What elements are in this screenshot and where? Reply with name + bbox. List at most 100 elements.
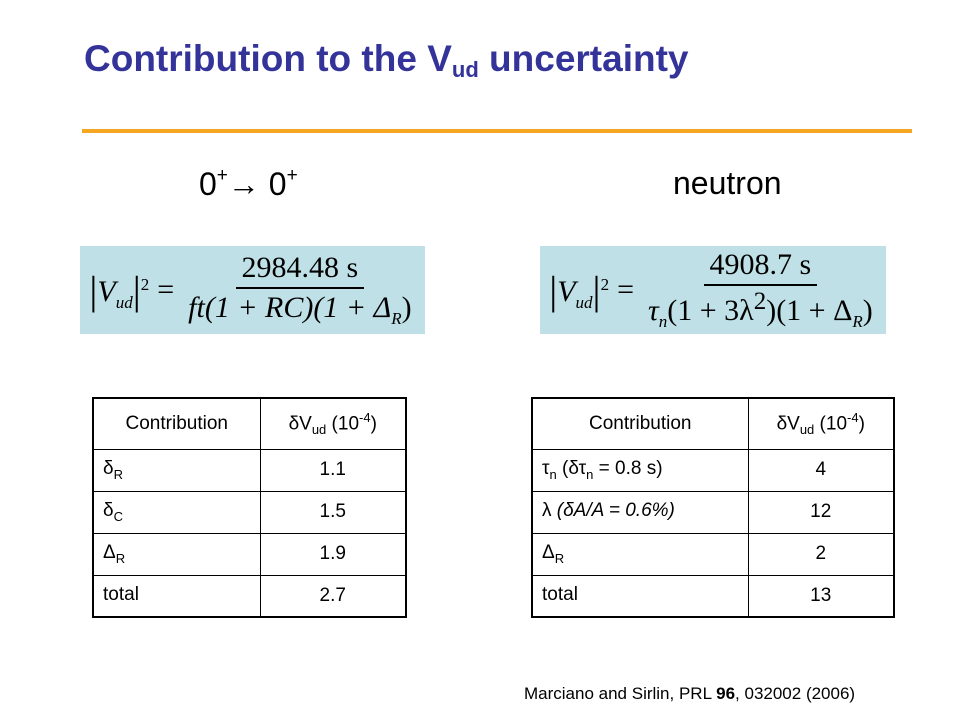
formula-part: (1 + 3λ: [667, 294, 754, 327]
value-cell: 1.5: [259, 490, 407, 534]
table-row: τn (δτn = 0.8 s) 4: [531, 448, 895, 492]
formula-exponent: 2: [753, 288, 767, 315]
formula-paren: ): [862, 294, 873, 327]
heading-superallowed: 0+→ 0+: [199, 165, 298, 203]
table-row: ΔR 1.9: [92, 532, 407, 576]
citation-volume: 96: [716, 684, 736, 703]
header-contribution: Contribution: [531, 397, 749, 450]
header-part: δV: [288, 413, 312, 435]
value-cell: 12: [747, 490, 895, 534]
header-sup: -4: [847, 410, 859, 426]
citation: Marciano and Sirlin, PRL 96, 032002 (200…: [524, 684, 855, 704]
contribution-cell: δC: [92, 490, 261, 534]
formula-equals: =: [617, 273, 634, 306]
formula-symbol: τ: [647, 294, 659, 327]
cell-text: total: [542, 583, 578, 605]
formula-fraction: 4908.7 s τn(1 + 3λ2)(1 + ΔR): [644, 248, 877, 332]
citation-text: , 032002 (2006): [735, 684, 856, 703]
formula-denominator: τn(1 + 3λ2)(1 + ΔR): [644, 286, 877, 332]
value-cell: 2: [747, 532, 895, 576]
formula-subscript: ud: [575, 292, 593, 312]
formula-numerator: 2984.48 s: [235, 251, 365, 289]
header-contribution: Contribution: [92, 397, 261, 450]
title-text: Contribution to the V: [84, 38, 452, 79]
heading-part: 0: [259, 166, 287, 202]
formula-symbol: V: [557, 274, 576, 308]
cell-text: (δA/A = 0.6%): [551, 500, 675, 522]
table-row: λ (δA/A = 0.6%) 12: [531, 490, 895, 534]
value-cell: 1.1: [259, 448, 407, 492]
header-part: ): [858, 413, 865, 435]
cell-symbol: λ: [542, 500, 552, 522]
formula-subscript: n: [658, 312, 668, 331]
arrow-symbol: →: [227, 166, 260, 202]
value-cell: 2.7: [259, 574, 407, 618]
table-row: δR 1.1: [92, 448, 407, 492]
title-divider: [82, 129, 912, 133]
table-row: ΔR 2: [531, 532, 895, 576]
header-sub: ud: [311, 422, 327, 438]
abs-bar: |: [89, 267, 98, 313]
cell-symbol: δ: [103, 500, 114, 522]
slide-title: Contribution to the Vud uncertainty: [84, 38, 688, 83]
formula-exponent: 2: [600, 274, 610, 294]
cell-sub: n: [549, 466, 557, 482]
cell-sub: R: [554, 550, 565, 566]
table-header-row: Contribution δVud (10-4): [92, 397, 407, 450]
formula-numerator: 4908.7 s: [703, 248, 818, 286]
formula-subscript: R: [852, 312, 863, 331]
contribution-cell: ΔR: [92, 532, 261, 576]
abs-bar: |: [549, 267, 558, 313]
formula-exponent: 2: [140, 274, 150, 294]
contribution-cell: ΔR: [531, 532, 749, 576]
abs-bar: |: [132, 267, 141, 313]
cell-symbol: Δ: [103, 542, 116, 564]
formula-neutron: |Vud|2 = 4908.7 s τn(1 + 3λ2)(1 + ΔR): [540, 246, 886, 334]
formula-denominator: ft(1 + RC)(1 + ΔR): [184, 289, 415, 329]
formula-lhs: |Vud|2: [89, 267, 149, 314]
formula-subscript: ud: [115, 292, 133, 312]
header-delta-vud: δVud (10-4): [259, 397, 407, 450]
formula-equals: =: [157, 273, 175, 306]
uncertainty-table-neutron: Contribution δVud (10-4) τn (δτn = 0.8 s…: [531, 397, 895, 618]
header-part: δV: [776, 413, 800, 435]
table-row: total 2.7: [92, 574, 407, 618]
title-subscript: ud: [451, 57, 479, 82]
contribution-cell: δR: [92, 448, 261, 492]
contribution-cell: λ (δA/A = 0.6%): [531, 490, 749, 534]
header-part: (10: [326, 413, 360, 435]
value-cell: 4: [747, 448, 895, 492]
cell-text: = 0.8 s): [593, 458, 663, 480]
table-row: total 13: [531, 574, 895, 618]
formula-part: )(1 + Δ: [766, 294, 853, 327]
uncertainty-table-superallowed: Contribution δVud (10-4) δR 1.1 δC 1.5 Δ…: [92, 397, 407, 618]
cell-sub: R: [115, 550, 126, 566]
formula-superallowed: |Vud|2 = 2984.48 s ft(1 + RC)(1 + ΔR): [80, 246, 425, 334]
value-cell: 1.9: [259, 532, 407, 576]
cell-symbol: δ: [103, 458, 114, 480]
heading-sup: +: [216, 165, 228, 186]
heading-neutron: neutron: [673, 165, 782, 201]
title-text-end: uncertainty: [478, 38, 689, 79]
value-cell: 13: [747, 574, 895, 618]
header-sub: ud: [799, 422, 815, 438]
header-delta-vud: δVud (10-4): [747, 397, 895, 450]
abs-bar: |: [592, 267, 601, 313]
formula-subscript: R: [391, 309, 402, 328]
contribution-cell: total: [531, 574, 749, 618]
cell-symbol: Δ: [542, 542, 555, 564]
contribution-cell: total: [92, 574, 261, 618]
table-header-row: Contribution δVud (10-4): [531, 397, 895, 450]
formula-symbol: V: [97, 274, 116, 308]
cell-sub: R: [113, 466, 123, 482]
citation-text: Marciano and Sirlin, PRL: [524, 684, 717, 703]
contribution-cell: τn (δτn = 0.8 s): [531, 448, 749, 492]
cell-sub: n: [586, 466, 594, 482]
formula-lhs: |Vud|2: [549, 267, 609, 314]
heading-part: 0: [199, 166, 217, 202]
header-part: ): [370, 413, 377, 435]
formula-denominator-text: ft(1 + RC)(1 + Δ: [188, 291, 392, 324]
formula-fraction: 2984.48 s ft(1 + RC)(1 + ΔR): [184, 251, 415, 329]
header-part: (10: [814, 413, 848, 435]
cell-symbol: τ: [542, 458, 550, 480]
